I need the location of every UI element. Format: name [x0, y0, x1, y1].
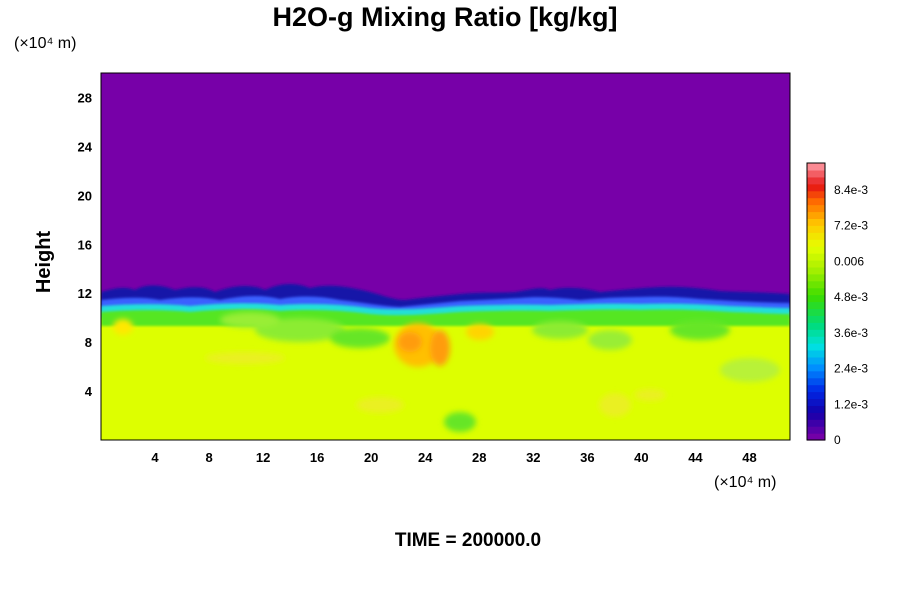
colorbar	[807, 163, 825, 441]
colorbar-band	[807, 336, 825, 344]
colorbar-band	[807, 169, 825, 178]
colorbar-tick-label: 7.2e-3	[834, 219, 868, 233]
colorbar-band	[807, 405, 825, 413]
colorbar-band	[807, 246, 825, 254]
colorbar-band	[807, 301, 825, 310]
y-tick-label: 8	[85, 335, 92, 350]
colorbar-tick-label: 1.2e-3	[834, 397, 868, 411]
chart-title: H2O-g Mixing Ratio [kg/kg]	[272, 2, 618, 32]
colorbar-band	[807, 426, 825, 434]
colorbar-band	[807, 273, 825, 282]
colorbar-band	[807, 322, 825, 330]
colorbar-band	[807, 232, 825, 240]
x-tick-label: 44	[688, 450, 703, 465]
colorbar-tick-label: 2.4e-3	[834, 362, 868, 376]
colorbar-band	[807, 384, 825, 393]
colorbar-band	[807, 253, 825, 261]
colorbar-band	[807, 308, 825, 316]
x-tick-label: 28	[472, 450, 486, 465]
colorbar-tick-label: 8.4e-3	[834, 183, 868, 197]
colorbar-band	[807, 190, 825, 199]
colorbar-band	[807, 259, 825, 268]
x-tick-label: 20	[364, 450, 378, 465]
time-label: TIME = 200000.0	[394, 530, 542, 551]
y-axis-unit: (×10⁴ m)	[14, 35, 76, 52]
colorbar-band	[807, 356, 825, 365]
x-tick-labels: 4 8 12 16 20 24 28 32 36 40 44 48	[151, 450, 756, 465]
colorbar-band	[807, 370, 825, 379]
colorbar-band	[807, 211, 825, 219]
colorbar-band	[807, 412, 825, 420]
colorbar-band	[807, 287, 825, 296]
colorbar-band	[807, 204, 825, 213]
y-tick-label: 12	[78, 286, 92, 301]
x-tick-label: 36	[580, 450, 594, 465]
x-tick-label: 40	[634, 450, 648, 465]
y-tick-label: 20	[78, 188, 92, 203]
x-tick-label: 24	[418, 450, 433, 465]
colorbar-tick-label: 3.6e-3	[834, 326, 868, 340]
plot-frame	[100, 72, 791, 441]
colorbar-band	[807, 377, 825, 386]
y-tick-label: 24	[78, 139, 93, 154]
colorbar-tick-label: 0	[834, 433, 841, 447]
x-tick-label: 32	[526, 450, 540, 465]
colorbar-band	[807, 419, 825, 427]
x-tick-label: 4	[151, 450, 159, 465]
x-tick-label: 12	[256, 450, 270, 465]
y-axis-label: Height	[33, 231, 55, 294]
colorbar-band	[807, 349, 825, 358]
colorbar-band	[807, 315, 825, 323]
colorbar-tick-labels: 0 1.2e-3 2.4e-3 3.6e-3 4.8e-3 0.006 7.2e-3 8.4e…	[834, 183, 868, 447]
y-tick-labels: 4 8 12 16 20 24 28	[78, 90, 93, 399]
colorbar-band	[807, 329, 825, 337]
colorbar-band	[807, 197, 825, 206]
x-tick-label: 48	[742, 450, 756, 465]
colorbar-band	[807, 433, 825, 441]
x-tick-label: 16	[310, 450, 324, 465]
x-tick-label: 8	[205, 450, 212, 465]
colorbar-band	[807, 176, 825, 185]
colorbar-band	[807, 343, 825, 351]
colorbar-band	[807, 163, 825, 171]
colorbar-band	[807, 280, 825, 289]
colorbar-band	[807, 183, 825, 192]
plot-area	[101, 73, 790, 440]
colorbar-frame	[806, 162, 826, 441]
y-tick-label: 16	[78, 237, 92, 252]
colorbar-band	[807, 398, 825, 406]
colorbar-band	[807, 266, 825, 275]
colorbar-tick-label: 4.8e-3	[834, 290, 868, 304]
colorbar-band	[807, 239, 825, 247]
colorbar-band	[807, 391, 825, 400]
colorbar-band	[807, 225, 825, 233]
field-eddies	[113, 312, 780, 432]
colorbar-band	[807, 294, 825, 303]
colorbar-band	[807, 218, 825, 226]
colorbar-tick-label: 0.006	[834, 254, 864, 268]
x-axis-unit: (×10⁴ m)	[714, 474, 776, 491]
colorbar-band	[807, 363, 825, 372]
y-tick-label: 28	[78, 90, 92, 105]
y-tick-label: 4	[85, 384, 93, 399]
